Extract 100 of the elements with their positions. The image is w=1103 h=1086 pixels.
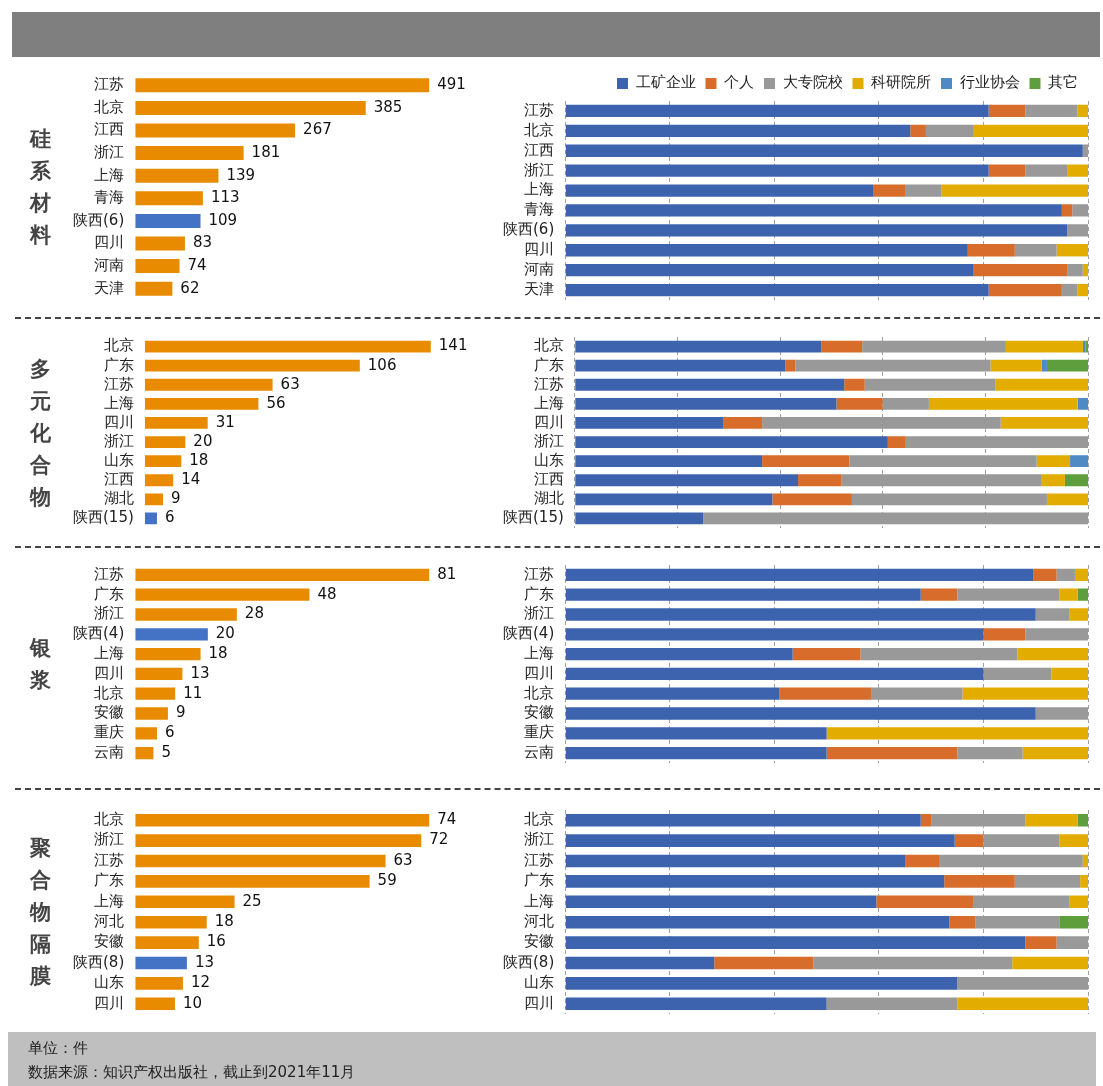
text: 单位：件 (28, 1038, 88, 1059)
bar (135, 568, 430, 582)
y-tick-label: 天津 (524, 279, 555, 298)
bar (135, 746, 154, 760)
y-tick-label: 陕西(6) (73, 210, 125, 229)
legend-label: 工矿企业 (635, 73, 696, 92)
bar (844, 378, 865, 391)
y-tick-label: 广东 (94, 584, 125, 603)
bar (1067, 263, 1083, 277)
bar (135, 213, 201, 228)
bar (144, 417, 208, 429)
bar (565, 727, 827, 740)
bar (135, 936, 199, 949)
data-label: 83 (192, 233, 213, 252)
bar (762, 455, 850, 468)
bar (1070, 455, 1088, 468)
bar (988, 104, 1026, 118)
bar (1059, 834, 1088, 847)
bar (1056, 568, 1075, 582)
bar (144, 474, 174, 487)
y-tick-label: 天津 (94, 278, 125, 297)
bar (135, 687, 176, 700)
bar (135, 647, 201, 661)
y-tick-label: 上海 (524, 180, 555, 199)
data-label: 13 (190, 663, 210, 682)
bar (565, 244, 968, 257)
bar (1035, 608, 1070, 621)
bar (565, 834, 955, 847)
bar (1077, 813, 1088, 827)
bar (565, 204, 1062, 217)
bar (135, 100, 366, 115)
bar (565, 667, 984, 681)
bar (565, 144, 1083, 157)
bar (990, 359, 1042, 372)
bar (575, 397, 837, 410)
y-tick-label: 云南 (94, 742, 125, 761)
data-label: 109 (208, 210, 238, 229)
bar (813, 956, 1013, 970)
data-label: 141 (438, 336, 468, 355)
bar (876, 895, 973, 909)
text: 硅系材料 (29, 126, 51, 249)
y-tick-label: 青海 (94, 188, 125, 207)
bar (565, 915, 950, 929)
y-tick-label: 江西 (94, 120, 125, 139)
text: 聚合物隔膜 (29, 835, 51, 990)
bar (135, 915, 207, 929)
bar (821, 340, 863, 353)
data-label: 81 (437, 564, 457, 583)
y-tick-label: 陕西(4) (73, 624, 125, 643)
y-tick-label: 河南 (94, 255, 125, 274)
data-label: 6 (165, 723, 175, 742)
y-tick-label: 陕西(8) (503, 952, 555, 971)
data-label: 5 (161, 742, 171, 761)
data-label: 48 (317, 584, 337, 603)
y-tick-label: 四川 (524, 993, 555, 1012)
y-tick-label: 江苏 (94, 75, 125, 94)
y-tick-label: 江苏 (524, 850, 555, 869)
y-tick-label: 安徽 (94, 703, 125, 722)
y-tick-label: 浙江 (94, 830, 125, 849)
bar (957, 997, 1088, 1011)
y-tick-label: 广东 (524, 584, 555, 603)
y-tick-label: 上海 (524, 891, 555, 910)
y-tick-label: 广东 (533, 355, 564, 374)
bar (1014, 875, 1081, 888)
bar (1000, 417, 1088, 429)
bar (575, 417, 724, 429)
bar (849, 455, 1037, 468)
bar (988, 283, 1062, 297)
y-tick-label: 云南 (524, 742, 555, 761)
bar (1033, 568, 1057, 582)
y-tick-label: 四川 (94, 663, 125, 682)
y-tick-label: 浙江 (94, 142, 125, 161)
bar (792, 647, 861, 661)
y-tick-label: 上海 (533, 393, 564, 412)
bar (949, 915, 976, 929)
y-tick-label: 四川 (103, 412, 134, 431)
bar (1080, 875, 1088, 888)
bar (135, 588, 310, 601)
source-note: 数据来源：知识产权出版社，截止到2021年11月 (28, 1062, 356, 1083)
y-tick-label: 浙江 (533, 431, 564, 450)
y-tick-label: 湖北 (533, 489, 564, 508)
bar (925, 124, 973, 138)
legend-label: 大专院校 (782, 73, 843, 92)
bar (575, 378, 845, 391)
bar (135, 191, 203, 206)
bar (565, 263, 973, 277)
data-label: 25 (242, 891, 262, 910)
y-tick-label: 江西 (524, 140, 555, 159)
data-label: 181 (251, 142, 281, 161)
data-label: 62 (180, 278, 200, 297)
bar (565, 813, 921, 827)
y-tick-label: 北京 (524, 683, 555, 702)
y-tick-label: 上海 (103, 393, 134, 412)
bar (1077, 104, 1088, 118)
bar (967, 244, 1015, 257)
bar (1067, 164, 1088, 177)
y-tick-label: 北京 (524, 810, 555, 829)
bar (983, 628, 1026, 641)
bar (864, 378, 996, 391)
bar (144, 512, 157, 525)
